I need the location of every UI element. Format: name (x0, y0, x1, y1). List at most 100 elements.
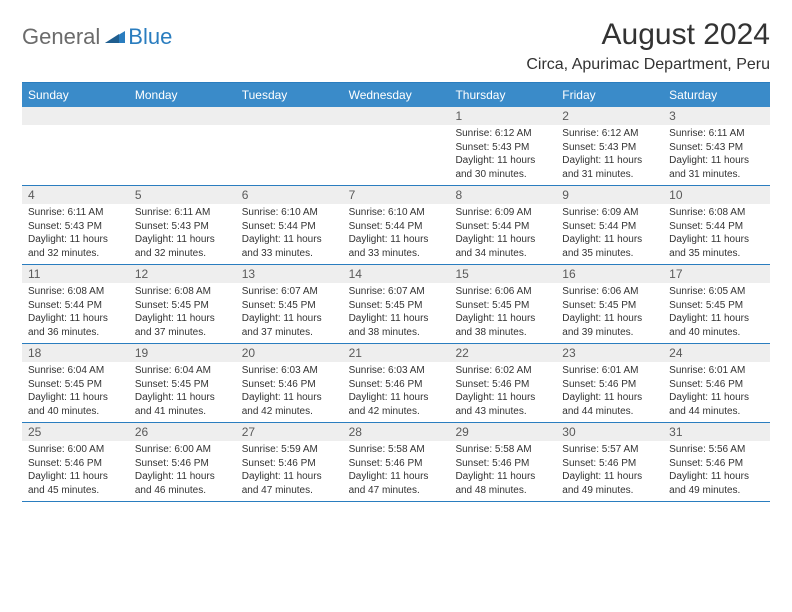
day-number: 2 (556, 107, 663, 125)
daylight-text: Daylight: 11 hours and 49 minutes. (562, 470, 657, 497)
daylight-text: Daylight: 11 hours and 47 minutes. (349, 470, 444, 497)
day-details: Sunrise: 6:09 AMSunset: 5:44 PMDaylight:… (556, 204, 663, 264)
week-row: 18Sunrise: 6:04 AMSunset: 5:45 PMDayligh… (22, 344, 770, 423)
day-number: 29 (449, 423, 556, 441)
day-number: 30 (556, 423, 663, 441)
day-number: 25 (22, 423, 129, 441)
day-details: Sunrise: 6:08 AMSunset: 5:45 PMDaylight:… (129, 283, 236, 343)
day-cell: 3Sunrise: 6:11 AMSunset: 5:43 PMDaylight… (663, 107, 770, 185)
sunset-text: Sunset: 5:45 PM (455, 299, 550, 313)
day-number: 9 (556, 186, 663, 204)
day-cell: 22Sunrise: 6:02 AMSunset: 5:46 PMDayligh… (449, 344, 556, 422)
sunrise-text: Sunrise: 6:06 AM (562, 285, 657, 299)
daylight-text: Daylight: 11 hours and 41 minutes. (135, 391, 230, 418)
day-cell (129, 107, 236, 185)
sunset-text: Sunset: 5:46 PM (562, 457, 657, 471)
sunset-text: Sunset: 5:46 PM (242, 457, 337, 471)
day-number (236, 107, 343, 125)
day-details: Sunrise: 5:57 AMSunset: 5:46 PMDaylight:… (556, 441, 663, 501)
day-cell: 2Sunrise: 6:12 AMSunset: 5:43 PMDaylight… (556, 107, 663, 185)
day-cell: 12Sunrise: 6:08 AMSunset: 5:45 PMDayligh… (129, 265, 236, 343)
sunset-text: Sunset: 5:44 PM (28, 299, 123, 313)
day-cell: 1Sunrise: 6:12 AMSunset: 5:43 PMDaylight… (449, 107, 556, 185)
daylight-text: Daylight: 11 hours and 35 minutes. (669, 233, 764, 260)
daylight-text: Daylight: 11 hours and 40 minutes. (28, 391, 123, 418)
day-header-row: Sunday Monday Tuesday Wednesday Thursday… (22, 83, 770, 107)
day-number: 4 (22, 186, 129, 204)
sunrise-text: Sunrise: 6:07 AM (242, 285, 337, 299)
sunrise-text: Sunrise: 6:09 AM (562, 206, 657, 220)
sunset-text: Sunset: 5:45 PM (135, 378, 230, 392)
day-cell: 18Sunrise: 6:04 AMSunset: 5:45 PMDayligh… (22, 344, 129, 422)
day-cell: 19Sunrise: 6:04 AMSunset: 5:45 PMDayligh… (129, 344, 236, 422)
day-details: Sunrise: 6:05 AMSunset: 5:45 PMDaylight:… (663, 283, 770, 343)
sunset-text: Sunset: 5:44 PM (349, 220, 444, 234)
sunrise-text: Sunrise: 6:01 AM (562, 364, 657, 378)
day-cell: 23Sunrise: 6:01 AMSunset: 5:46 PMDayligh… (556, 344, 663, 422)
daylight-text: Daylight: 11 hours and 37 minutes. (135, 312, 230, 339)
day-cell: 17Sunrise: 6:05 AMSunset: 5:45 PMDayligh… (663, 265, 770, 343)
sunrise-text: Sunrise: 6:04 AM (135, 364, 230, 378)
daylight-text: Daylight: 11 hours and 42 minutes. (349, 391, 444, 418)
sunset-text: Sunset: 5:46 PM (135, 457, 230, 471)
day-details: Sunrise: 6:03 AMSunset: 5:46 PMDaylight:… (236, 362, 343, 422)
day-details: Sunrise: 6:11 AMSunset: 5:43 PMDaylight:… (22, 204, 129, 264)
week-row: 4Sunrise: 6:11 AMSunset: 5:43 PMDaylight… (22, 186, 770, 265)
day-details: Sunrise: 6:08 AMSunset: 5:44 PMDaylight:… (22, 283, 129, 343)
sunset-text: Sunset: 5:43 PM (135, 220, 230, 234)
week-row: 25Sunrise: 6:00 AMSunset: 5:46 PMDayligh… (22, 423, 770, 502)
daylight-text: Daylight: 11 hours and 31 minutes. (562, 154, 657, 181)
day-details: Sunrise: 5:56 AMSunset: 5:46 PMDaylight:… (663, 441, 770, 501)
header: General Blue August 2024 Circa, Apurimac… (22, 18, 770, 74)
sunset-text: Sunset: 5:44 PM (562, 220, 657, 234)
day-cell: 16Sunrise: 6:06 AMSunset: 5:45 PMDayligh… (556, 265, 663, 343)
sunrise-text: Sunrise: 5:56 AM (669, 443, 764, 457)
sunrise-text: Sunrise: 5:59 AM (242, 443, 337, 457)
sunrise-text: Sunrise: 6:06 AM (455, 285, 550, 299)
day-cell: 31Sunrise: 5:56 AMSunset: 5:46 PMDayligh… (663, 423, 770, 501)
day-cell: 28Sunrise: 5:58 AMSunset: 5:46 PMDayligh… (343, 423, 450, 501)
day-details: Sunrise: 6:10 AMSunset: 5:44 PMDaylight:… (236, 204, 343, 264)
sunrise-text: Sunrise: 6:03 AM (242, 364, 337, 378)
day-cell: 11Sunrise: 6:08 AMSunset: 5:44 PMDayligh… (22, 265, 129, 343)
sunrise-text: Sunrise: 6:09 AM (455, 206, 550, 220)
sunset-text: Sunset: 5:45 PM (669, 299, 764, 313)
daylight-text: Daylight: 11 hours and 36 minutes. (28, 312, 123, 339)
day-cell (343, 107, 450, 185)
sunrise-text: Sunrise: 5:57 AM (562, 443, 657, 457)
day-cell: 14Sunrise: 6:07 AMSunset: 5:45 PMDayligh… (343, 265, 450, 343)
day-cell: 24Sunrise: 6:01 AMSunset: 5:46 PMDayligh… (663, 344, 770, 422)
sunrise-text: Sunrise: 6:03 AM (349, 364, 444, 378)
day-details: Sunrise: 5:59 AMSunset: 5:46 PMDaylight:… (236, 441, 343, 501)
day-details: Sunrise: 6:02 AMSunset: 5:46 PMDaylight:… (449, 362, 556, 422)
day-details: Sunrise: 6:00 AMSunset: 5:46 PMDaylight:… (129, 441, 236, 501)
sunset-text: Sunset: 5:43 PM (28, 220, 123, 234)
day-cell: 30Sunrise: 5:57 AMSunset: 5:46 PMDayligh… (556, 423, 663, 501)
dayhead-thursday: Thursday (449, 83, 556, 107)
sunrise-text: Sunrise: 6:10 AM (242, 206, 337, 220)
day-details: Sunrise: 6:12 AMSunset: 5:43 PMDaylight:… (556, 125, 663, 185)
sunset-text: Sunset: 5:45 PM (135, 299, 230, 313)
day-number: 7 (343, 186, 450, 204)
day-details: Sunrise: 6:11 AMSunset: 5:43 PMDaylight:… (129, 204, 236, 264)
day-number: 6 (236, 186, 343, 204)
daylight-text: Daylight: 11 hours and 33 minutes. (349, 233, 444, 260)
sunset-text: Sunset: 5:43 PM (562, 141, 657, 155)
sunset-text: Sunset: 5:46 PM (28, 457, 123, 471)
sunrise-text: Sunrise: 5:58 AM (349, 443, 444, 457)
day-number: 26 (129, 423, 236, 441)
day-details: Sunrise: 6:07 AMSunset: 5:45 PMDaylight:… (236, 283, 343, 343)
dayhead-tuesday: Tuesday (236, 83, 343, 107)
daylight-text: Daylight: 11 hours and 39 minutes. (562, 312, 657, 339)
sunset-text: Sunset: 5:46 PM (455, 378, 550, 392)
sunrise-text: Sunrise: 6:00 AM (28, 443, 123, 457)
daylight-text: Daylight: 11 hours and 45 minutes. (28, 470, 123, 497)
day-cell: 4Sunrise: 6:11 AMSunset: 5:43 PMDaylight… (22, 186, 129, 264)
sunrise-text: Sunrise: 6:08 AM (135, 285, 230, 299)
dayhead-saturday: Saturday (663, 83, 770, 107)
daylight-text: Daylight: 11 hours and 44 minutes. (669, 391, 764, 418)
day-number: 12 (129, 265, 236, 283)
day-cell: 8Sunrise: 6:09 AMSunset: 5:44 PMDaylight… (449, 186, 556, 264)
day-cell: 29Sunrise: 5:58 AMSunset: 5:46 PMDayligh… (449, 423, 556, 501)
daylight-text: Daylight: 11 hours and 31 minutes. (669, 154, 764, 181)
